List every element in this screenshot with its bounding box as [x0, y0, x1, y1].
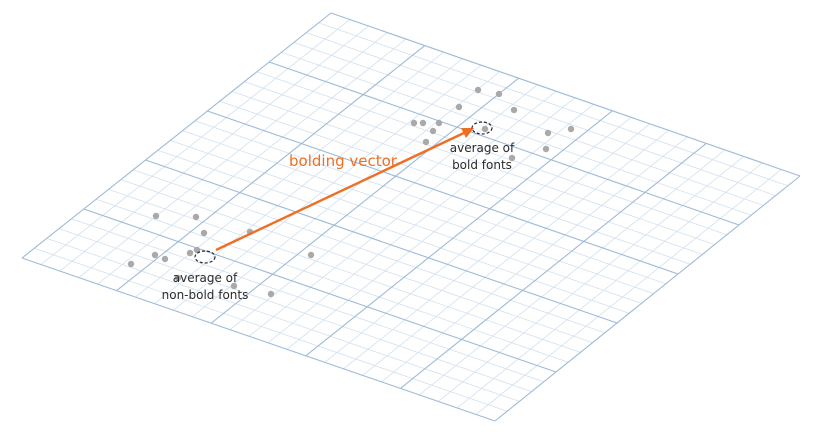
grid-line-minor: [419, 149, 726, 396]
grid-line-minor: [229, 84, 538, 331]
grid-line-major: [210, 77, 519, 324]
bold-average-label-line1: average of: [450, 141, 515, 155]
grid-line-minor: [58, 228, 532, 392]
font-embedding-point: [567, 125, 575, 133]
grid-line-minor: [456, 162, 763, 409]
grid-line-minor: [475, 169, 782, 415]
font-embedding-point: [419, 119, 427, 127]
grid-line-minor: [96, 198, 569, 363]
font-embedding-point: [193, 246, 201, 254]
grid-line-major: [21, 12, 332, 259]
grid-line-minor: [293, 42, 764, 206]
font-embedding-point: [481, 125, 489, 133]
grid-line-major: [305, 110, 613, 357]
grid-line-minor: [381, 136, 688, 383]
grid-line-minor: [71, 218, 544, 383]
grid-line-major: [145, 159, 618, 324]
grid-line-minor: [170, 140, 642, 304]
font-embedding-point: [544, 129, 552, 137]
embedding-grid-plane: [21, 12, 801, 422]
nonbold-average-label-line1: average of: [173, 271, 238, 285]
font-embedding-point: [161, 255, 169, 263]
grid-line-minor: [286, 103, 594, 350]
grid-line-minor: [78, 32, 388, 278]
grid-line-minor: [437, 156, 744, 402]
font-embedding-point: [429, 127, 437, 135]
grid-line-minor: [157, 149, 630, 314]
nonbold-average-label-line2: non-bold fonts: [162, 288, 249, 302]
grid-line-major: [494, 175, 801, 422]
font-embedding-point: [474, 86, 482, 94]
font-embedding-point: [192, 213, 200, 221]
bolding-vector-arrowhead: [461, 128, 474, 138]
nonbold-average-marker: [194, 250, 216, 264]
bold-average-marker: [471, 121, 493, 135]
font-embedding-point: [435, 119, 443, 127]
grid-line-minor: [192, 71, 501, 317]
font-embedding-point: [542, 145, 550, 153]
font-embedding-point: [151, 251, 159, 259]
grid-line-minor: [46, 238, 520, 402]
grid-line-minor: [194, 120, 666, 285]
grid-line-minor: [318, 22, 788, 187]
grid-line-major: [116, 45, 426, 292]
bolding-vector-arrow: [215, 130, 467, 252]
grid-line-minor: [306, 32, 776, 196]
font-embedding-point: [455, 103, 463, 111]
grid-line-minor: [219, 100, 691, 265]
grid-line-minor: [281, 51, 752, 216]
grid-line-minor: [256, 71, 727, 236]
font-embedding-point: [508, 154, 516, 162]
grid-line-minor: [173, 64, 482, 311]
grid-line-minor: [133, 169, 605, 334]
bolding-vector-label: bolding vector: [289, 152, 398, 170]
grid-line-major: [83, 208, 557, 373]
font-embedding-point: [152, 212, 160, 220]
grid-line-minor: [244, 81, 715, 245]
font-embedding-point: [186, 249, 194, 257]
grid-line-major: [207, 110, 679, 275]
grid-line-minor: [108, 189, 581, 353]
font-embedding-point: [230, 282, 238, 290]
grid-line-minor: [59, 25, 369, 272]
grid-line-major: [330, 12, 801, 177]
font-embedding-point: [174, 274, 182, 282]
grid-line-minor: [248, 90, 557, 337]
grid-line-major: [21, 257, 496, 422]
grid-line-minor: [343, 123, 651, 370]
grid-line-minor: [182, 130, 654, 294]
font-embedding-points: [127, 86, 575, 298]
grid-line-minor: [40, 19, 351, 265]
font-embedding-point: [422, 138, 430, 146]
grid-line-minor: [231, 91, 703, 255]
grid-line-minor: [135, 51, 444, 298]
font-embedding-point: [495, 90, 503, 98]
font-embedding-point: [410, 119, 418, 127]
grid-line-minor: [120, 179, 593, 343]
font-embedding-point: [267, 290, 275, 298]
grid-line-minor: [267, 97, 576, 344]
grid-line-minor: [34, 247, 508, 412]
font-embedding-point: [510, 106, 518, 114]
grid-line-minor: [324, 117, 632, 363]
bold-average-label-line2: bold fonts: [452, 158, 512, 172]
grid-line-minor: [362, 130, 669, 376]
grid-line-major: [269, 61, 740, 226]
grid-line-major: [400, 142, 707, 389]
font-embedding-point: [200, 229, 208, 237]
grid-line-minor: [97, 38, 407, 285]
font-embedding-point: [307, 251, 315, 259]
font-embedding-point: [127, 260, 135, 268]
